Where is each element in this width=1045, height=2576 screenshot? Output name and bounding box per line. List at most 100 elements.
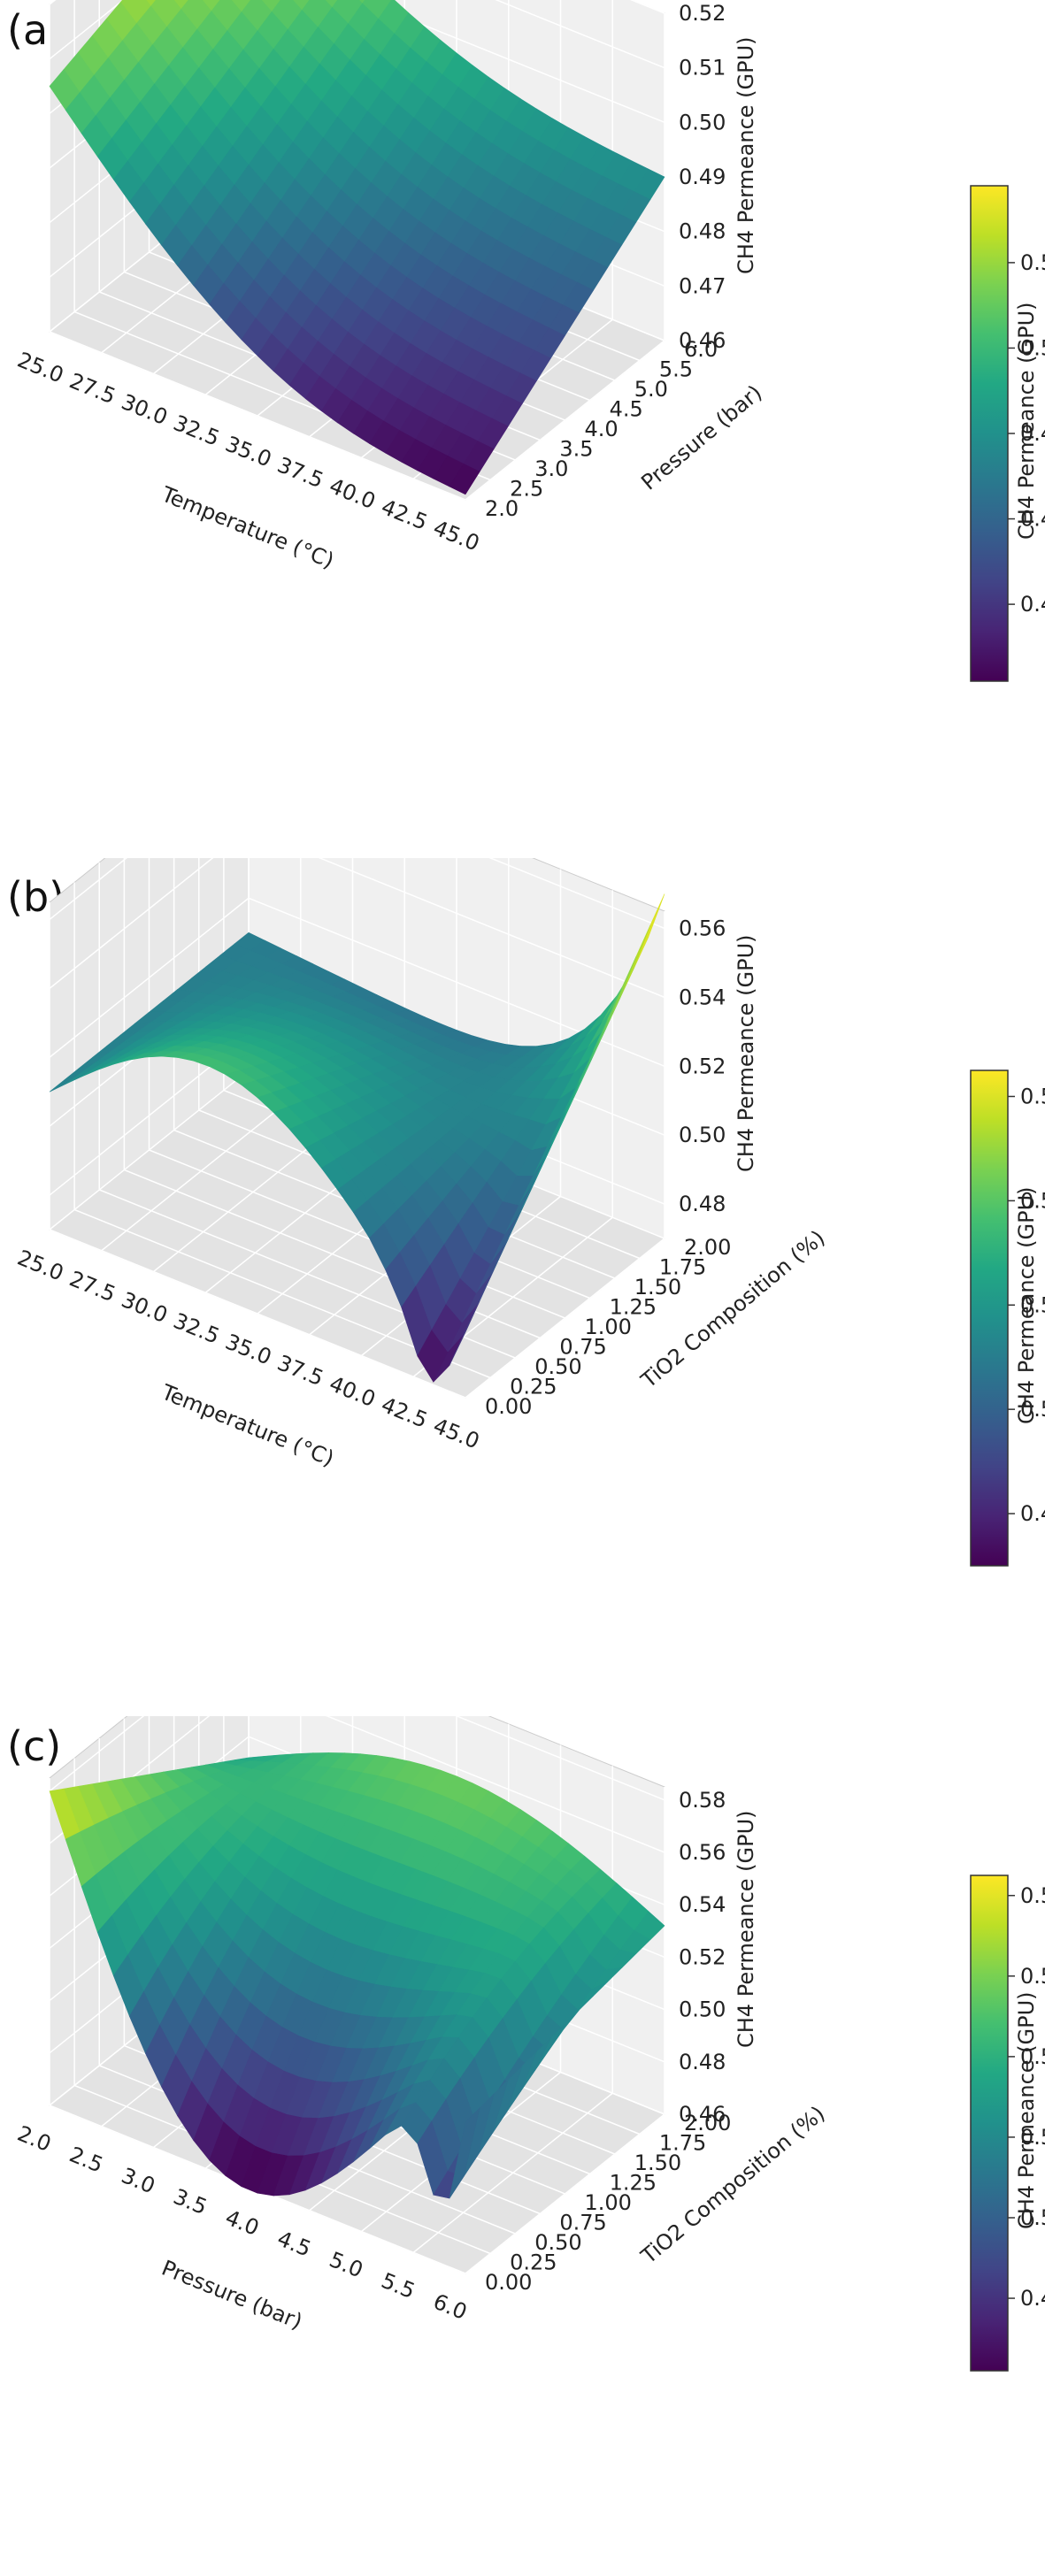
colorbar-tick-label: 0.47: [1020, 592, 1045, 617]
surface-patch: [358, 0, 365, 4]
x-tick-label: 40.0: [326, 1371, 379, 1412]
surface: [49, 0, 665, 495]
y-tick-label: 6.0: [684, 337, 718, 362]
colorbar: [970, 1070, 1009, 1567]
x-tick-label: 4.5: [274, 2226, 315, 2261]
y-tick-label: 4.0: [585, 417, 619, 441]
y-tick-label: 1.25: [610, 1295, 657, 1320]
x-tick-label: 4.0: [222, 2205, 263, 2241]
colorbar-tick-label: 0.54: [1020, 1188, 1045, 1213]
z-tick-label: 0.48: [679, 2050, 726, 2074]
colorbar-tick-label: 0.56: [1020, 1084, 1045, 1108]
z-tick-label: 0.52: [679, 1944, 726, 1969]
surface: [49, 893, 665, 1383]
grid-line: [73, 882, 491, 1379]
surface-patch: [449, 1300, 480, 1366]
z-tick-label: 0.51: [679, 56, 726, 80]
x-tick-label: 30.0: [118, 1287, 171, 1328]
grid-line: [49, 1716, 665, 1801]
x-tick-label: 27.5: [66, 1266, 119, 1307]
z-tick-label: 0.49: [679, 165, 726, 189]
grid-line: [49, 858, 665, 999]
x-tick-label: 27.5: [66, 368, 119, 409]
colorbar-tick-label: 0.48: [1020, 2286, 1045, 2311]
colorbar-tick-label: 0.51: [1020, 250, 1045, 275]
grid-line: [49, 897, 665, 1067]
x-tick-label: 25.0: [14, 1246, 67, 1286]
y-tick-label: 1.00: [585, 2190, 632, 2215]
colorbar: [970, 1874, 1009, 2372]
y-tick-label: 5.0: [634, 377, 668, 402]
colorbar-tick-label: 0.50: [1020, 2205, 1045, 2230]
x-tick-label: 2.5: [66, 2142, 107, 2177]
z-tick-label: 0.50: [679, 1123, 726, 1147]
x-tick-label: 30.0: [118, 389, 171, 430]
surface-patch: [449, 463, 480, 495]
x-tick-label: 2.0: [14, 2121, 55, 2157]
colorbar-tick-label: 0.50: [1020, 1397, 1045, 1422]
panel-c: (c) 2.0 2.5 3.0 3.5 4.0 4.5 5.0 5.5 6.0 Pressure (…: [0, 1716, 1045, 2574]
surface: [49, 1752, 665, 2199]
z-axis-label: CH4 Permeance (GPU): [734, 934, 758, 1172]
z-tick-label: 0.54: [679, 985, 726, 1009]
grid-line: [98, 862, 516, 1359]
z-tick-label: 0.56: [679, 1840, 726, 1865]
y-tick-label: 0.25: [510, 2250, 557, 2275]
z-axis-label: CH4 Permeance (GPU): [734, 1810, 758, 2048]
z-tick-label: 0.50: [679, 110, 726, 134]
y-tick-label: 1.50: [634, 2150, 681, 2175]
grid-line: [49, 0, 665, 69]
colorbar-tick-label: 0.49: [1020, 421, 1045, 446]
y-tick-label: 2.00: [684, 1235, 731, 1260]
y-tick-label: 2.5: [510, 477, 543, 502]
grid-line: [49, 902, 466, 1399]
y-tick-label: 4.5: [610, 397, 643, 422]
colorbar-tick-label: 0.56: [1020, 1964, 1045, 1989]
y-tick-label: 0.50: [534, 2230, 581, 2255]
z-axis-label: CH4 Permeance (GPU): [734, 36, 758, 274]
z-tick-label: 0.56: [679, 916, 726, 940]
x-tick-label: 3.5: [170, 2184, 211, 2220]
surface-plot-a: (a)25.027.530.032.535.037.540.042.545.0T…: [7, 0, 1045, 682]
y-tick-label: 1.50: [634, 1275, 681, 1300]
x-axis-label: Temperature (°C): [158, 481, 337, 573]
z-tick-label: 0.54: [679, 1892, 726, 1917]
x-tick-label: 35.0: [222, 432, 275, 472]
x-axis-label: Temperature (°C): [158, 1379, 337, 1471]
y-tick-label: 3.0: [534, 456, 568, 481]
x-tick-label: 45.0: [430, 1414, 483, 1454]
y-axis-label: TiO2 Composition (%): [636, 2101, 830, 2269]
y-tick-label: 3.5: [559, 437, 593, 462]
x-tick-label: 42.5: [378, 494, 431, 535]
panel-b: (b) 25.0 27.5 30.0 32.5 35.0 37.5 40.0 42.5 45.0 T…: [0, 858, 1045, 1716]
x-tick-label: 3.0: [118, 2163, 158, 2198]
y-tick-label: 2.00: [684, 2111, 731, 2135]
y-tick-label: 0.00: [485, 2270, 532, 2295]
colorbar-tick-label: 0.50: [1020, 335, 1045, 360]
x-tick-label: 45.0: [430, 516, 483, 556]
y-tick-label: 1.75: [659, 2131, 706, 2156]
z-tick-label: 0.46: [679, 2102, 726, 2127]
x-tick-label: 35.0: [222, 1330, 275, 1370]
colorbar-tick-label: 0.52: [1020, 2125, 1045, 2150]
x-tick-label: 25.0: [14, 348, 67, 388]
z-tick-label: 0.48: [679, 219, 726, 244]
z-tick-label: 0.52: [679, 1054, 726, 1078]
y-tick-label: 1.75: [659, 1255, 706, 1280]
colorbar-tick-label: 0.58: [1020, 1883, 1045, 1908]
x-tick-label: 37.5: [274, 1350, 327, 1391]
x-axis-label: Pressure (bar): [158, 2256, 306, 2334]
y-tick-label: 5.5: [659, 357, 693, 382]
surface-patch: [145, 0, 157, 7]
surface-plot-b: (b)25.027.530.032.535.037.540.042.545.0T…: [7, 858, 1045, 1567]
surface-patch: [449, 2107, 480, 2199]
z-tick-label: 0.58: [679, 1788, 726, 1813]
x-tick-label: 40.0: [326, 473, 379, 514]
colorbar-label: CH4 Permeance (GPU): [1014, 1991, 1039, 2229]
panel-label: (c): [7, 1722, 61, 1770]
y-tick-label: 1.25: [610, 2171, 657, 2196]
surface-plot-c: (c) 2.0 2.5 3.0 3.5 4.0 4.5 5.0 5.5 6.0 Pressure (…: [7, 1716, 1045, 2372]
z-tick-label: 0.52: [679, 1, 726, 26]
x-tick-label: 32.5: [170, 410, 223, 451]
y-tick-label: 0.50: [534, 1354, 581, 1379]
